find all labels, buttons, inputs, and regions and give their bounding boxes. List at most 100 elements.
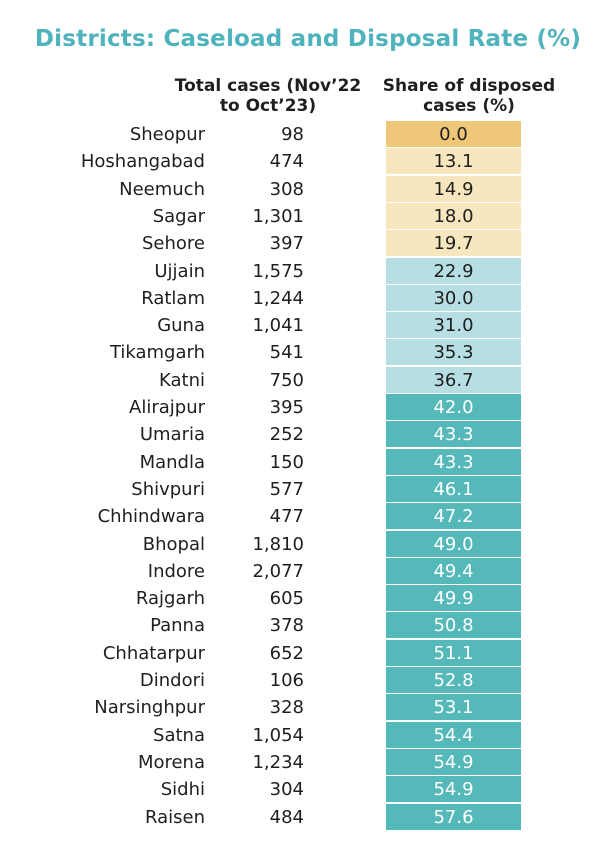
share-disposed-cell: 13.1 [386,148,521,175]
share-disposed-cell: 35.3 [386,339,521,366]
total-cases-value: 577 [269,479,304,500]
district-name: Bhopal [142,534,205,555]
table-row: Hoshangabad 474 13.1 [0,148,616,175]
share-disposed-cell: 30.0 [386,285,521,312]
table-row: Dindori 106 52.8 [0,667,616,694]
share-disposed-cell: 57.6 [386,804,521,831]
table-row: Ratlam 1,244 30.0 [0,285,616,312]
district-name: Narsinghpur [94,697,205,718]
table-row: Neemuch 308 14.9 [0,176,616,203]
total-cases-value: 106 [269,670,304,691]
total-cases-value: 1,234 [252,752,304,773]
share-disposed-cell: 22.9 [386,258,521,285]
total-cases-header-line2: to Oct’23) [219,96,317,116]
district-name: Satna [153,725,205,746]
total-cases-value: 541 [269,342,304,363]
table-row: Rajgarh 605 49.9 [0,585,616,612]
total-cases-value: 750 [269,370,304,391]
total-cases-value: 397 [269,233,304,254]
total-cases-value: 2,077 [252,561,304,582]
district-name: Rajgarh [135,588,205,609]
table-row: Guna 1,041 31.0 [0,312,616,339]
total-cases-value: 652 [269,643,304,664]
district-name: Panna [150,615,205,636]
total-cases-value: 150 [269,452,304,473]
chart-title: Districts: Caseload and Disposal Rate (%… [34,26,582,52]
share-disposed-cell: 49.0 [386,531,521,558]
table-row: Sagar 1,301 18.0 [0,203,616,230]
district-name: Chhindwara [97,506,205,527]
table-row: Umaria 252 43.3 [0,421,616,448]
district-name: Mandla [139,452,205,473]
share-disposed-cell: 52.8 [386,667,521,694]
table-row: Chhindwara 477 47.2 [0,503,616,530]
total-cases-value: 328 [269,697,304,718]
total-cases-value: 304 [269,779,304,800]
total-cases-value: 484 [269,807,304,828]
table-row: Ujjain 1,575 22.9 [0,258,616,285]
total-cases-value: 1,301 [252,206,304,227]
district-name: Sehore [142,233,205,254]
share-disposed-cell: 51.1 [386,640,521,667]
table-row: Narsinghpur 328 53.1 [0,694,616,721]
share-disposed-cell: 49.9 [386,585,521,612]
total-cases-value: 1,575 [252,261,304,282]
total-cases-value: 477 [269,506,304,527]
total-cases-value: 378 [269,615,304,636]
district-name: Ujjain [154,261,205,282]
share-disposed-cell: 18.0 [386,203,521,230]
share-disposed-cell: 14.9 [386,176,521,203]
district-name: Katni [159,370,205,391]
table-row: Sidhi 304 54.9 [0,776,616,803]
district-name: Umaria [139,424,205,445]
district-name: Shivpuri [131,479,205,500]
share-disposed-header-line2: cases (%) [423,96,515,116]
district-name: Dindori [139,670,205,691]
share-disposed-cell: 43.3 [386,421,521,448]
share-disposed-header: Share of disposed cases (%) [378,76,560,116]
share-disposed-header-line1: Share of disposed [382,76,556,96]
share-disposed-cell: 36.7 [386,367,521,394]
share-disposed-cell: 43.3 [386,449,521,476]
table-row: Mandla 150 43.3 [0,449,616,476]
table-row: Tikamgarh 541 35.3 [0,339,616,366]
share-disposed-cell: 49.4 [386,558,521,585]
district-name: Chhatarpur [102,643,205,664]
share-disposed-cell: 31.0 [386,312,521,339]
table-row: Morena 1,234 54.9 [0,749,616,776]
table-row: Bhopal 1,810 49.0 [0,531,616,558]
total-cases-value: 1,244 [252,288,304,309]
table-row: Katni 750 36.7 [0,367,616,394]
share-disposed-cell: 42.0 [386,394,521,421]
table-row: Alirajpur 395 42.0 [0,394,616,421]
total-cases-value: 308 [269,179,304,200]
total-cases-value: 1,041 [252,315,304,336]
table-row: Raisen 484 57.6 [0,804,616,831]
district-name: Tikamgarh [109,342,205,363]
district-name: Sagar [152,206,205,227]
district-name: Sheopur [129,124,205,145]
district-name: Hoshangabad [80,151,205,172]
share-disposed-cell: 19.7 [386,230,521,257]
district-name: Sidhi [160,779,205,800]
total-cases-value: 395 [269,397,304,418]
share-disposed-cell: 46.1 [386,476,521,503]
total-cases-value: 605 [269,588,304,609]
total-cases-value: 252 [269,424,304,445]
total-cases-value: 98 [281,124,304,145]
table-row: Sehore 397 19.7 [0,230,616,257]
total-cases-header: Total cases (Nov’22 to Oct’23) [170,76,366,116]
table-row: Chhatarpur 652 51.1 [0,640,616,667]
district-name: Morena [137,752,205,773]
total-cases-value: 1,054 [252,725,304,746]
total-cases-value: 1,810 [252,534,304,555]
share-disposed-cell: 54.9 [386,776,521,803]
district-name: Ratlam [141,288,205,309]
district-name: Raisen [144,807,205,828]
table-row: Sheopur 98 0.0 [0,121,616,148]
share-disposed-cell: 0.0 [386,121,521,148]
share-disposed-cell: 47.2 [386,503,521,530]
district-name: Guna [157,315,205,336]
total-cases-value: 474 [269,151,304,172]
